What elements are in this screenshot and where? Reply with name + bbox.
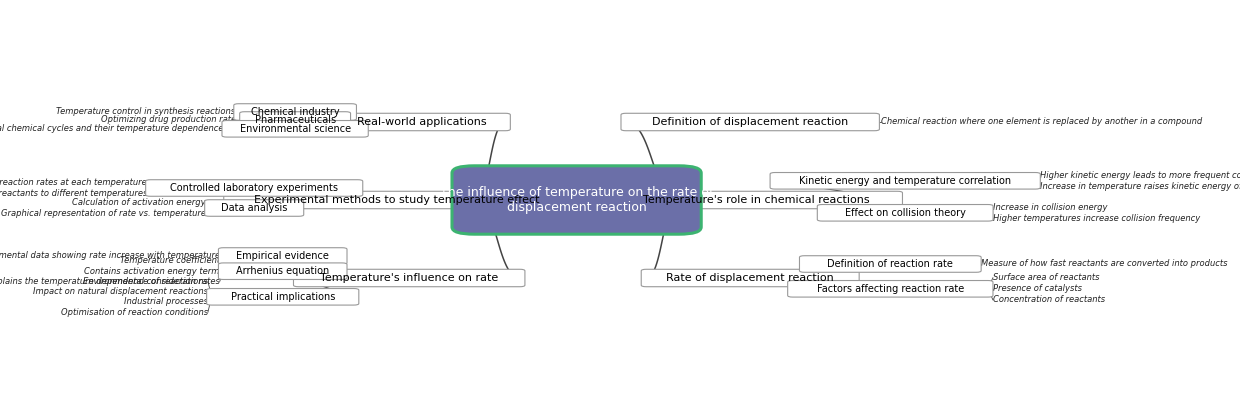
Text: Practical implications: Practical implications — [231, 292, 335, 302]
Text: Definition of displacement reaction: Definition of displacement reaction — [652, 117, 848, 127]
Text: Measuring reaction rates at each temperature: Measuring reaction rates at each tempera… — [0, 178, 146, 187]
FancyBboxPatch shape — [218, 248, 347, 264]
FancyBboxPatch shape — [223, 191, 570, 209]
FancyBboxPatch shape — [207, 288, 358, 305]
Text: Temperature's role in chemical reactions: Temperature's role in chemical reactions — [644, 195, 869, 205]
Text: Surface area of reactants: Surface area of reactants — [993, 273, 1100, 282]
Text: Measure of how fast reactants are converted into products: Measure of how fast reactants are conver… — [981, 260, 1228, 268]
Text: Increase in temperature raises kinetic energy of particles: Increase in temperature raises kinetic e… — [1040, 182, 1240, 191]
Text: Presence of catalysts: Presence of catalysts — [993, 284, 1083, 293]
Text: Chemical reaction where one element is replaced by another in a compound: Chemical reaction where one element is r… — [880, 118, 1202, 126]
Text: Real-world applications: Real-world applications — [357, 117, 486, 127]
Text: Chemical industry: Chemical industry — [250, 107, 340, 117]
FancyBboxPatch shape — [294, 269, 525, 287]
Text: Temperature coefficient: Temperature coefficient — [119, 256, 219, 265]
Text: Experimental data showing rate increase with temperature: Experimental data showing rate increase … — [0, 252, 219, 260]
Text: Higher temperatures increase collision frequency: Higher temperatures increase collision f… — [993, 214, 1200, 223]
Text: Rate of displacement reaction: Rate of displacement reaction — [666, 273, 835, 283]
Text: Higher kinetic energy leads to more frequent collisions: Higher kinetic energy leads to more freq… — [1040, 171, 1240, 180]
Text: Calculation of activation energy: Calculation of activation energy — [72, 198, 206, 207]
Text: Heating reactants to different temperatures: Heating reactants to different temperatu… — [0, 189, 146, 198]
FancyBboxPatch shape — [222, 120, 368, 137]
Text: Graphical representation of rate vs. temperature: Graphical representation of rate vs. tem… — [1, 209, 206, 218]
FancyBboxPatch shape — [205, 200, 304, 216]
Text: Temperature's influence on rate: Temperature's influence on rate — [320, 273, 498, 283]
Text: Empirical evidence: Empirical evidence — [237, 251, 329, 261]
FancyBboxPatch shape — [641, 269, 859, 287]
FancyBboxPatch shape — [770, 172, 1040, 189]
Text: Increase in collision energy: Increase in collision energy — [993, 203, 1107, 212]
FancyBboxPatch shape — [451, 166, 702, 234]
Text: The influence of temperature on the rate of
displacement reaction: The influence of temperature on the rate… — [440, 186, 713, 214]
FancyBboxPatch shape — [234, 104, 356, 120]
Text: Arrhenius equation: Arrhenius equation — [236, 266, 330, 276]
FancyBboxPatch shape — [621, 113, 879, 131]
Text: Optimizing drug production rates: Optimizing drug production rates — [102, 116, 241, 124]
Text: Optimisation of reaction conditions: Optimisation of reaction conditions — [61, 308, 208, 317]
Text: Kinetic energy and temperature correlation: Kinetic energy and temperature correlati… — [799, 176, 1012, 186]
FancyBboxPatch shape — [239, 112, 351, 128]
Text: Effect on collision theory: Effect on collision theory — [844, 208, 966, 218]
FancyBboxPatch shape — [610, 191, 903, 209]
Text: Impact on natural displacement reactions: Impact on natural displacement reactions — [33, 287, 208, 296]
Text: Understanding natural chemical cycles and their temperature dependence: Understanding natural chemical cycles an… — [0, 124, 223, 133]
Text: Data analysis: Data analysis — [221, 203, 288, 213]
Text: Temperature control in synthesis reactions: Temperature control in synthesis reactio… — [56, 108, 236, 116]
FancyBboxPatch shape — [145, 180, 363, 196]
Text: Definition of reaction rate: Definition of reaction rate — [827, 259, 954, 269]
FancyBboxPatch shape — [332, 113, 511, 131]
Text: Environmental considerations: Environmental considerations — [83, 277, 208, 286]
FancyBboxPatch shape — [817, 204, 993, 221]
Text: Factors affecting reaction rate: Factors affecting reaction rate — [817, 284, 963, 294]
FancyBboxPatch shape — [800, 256, 981, 272]
Text: Contains activation energy term: Contains activation energy term — [84, 267, 219, 276]
Text: Concentration of reactants: Concentration of reactants — [993, 296, 1105, 304]
FancyBboxPatch shape — [218, 263, 347, 280]
Text: Controlled laboratory experiments: Controlled laboratory experiments — [170, 183, 339, 193]
Text: Explains the temperature dependence of reaction rates: Explains the temperature dependence of r… — [0, 277, 219, 286]
FancyBboxPatch shape — [787, 280, 993, 297]
Text: Pharmaceuticals: Pharmaceuticals — [254, 115, 336, 125]
Text: Industrial processes: Industrial processes — [124, 298, 208, 306]
Text: Experimental methods to study temperature effect: Experimental methods to study temperatur… — [254, 195, 539, 205]
Text: Environmental science: Environmental science — [239, 124, 351, 134]
